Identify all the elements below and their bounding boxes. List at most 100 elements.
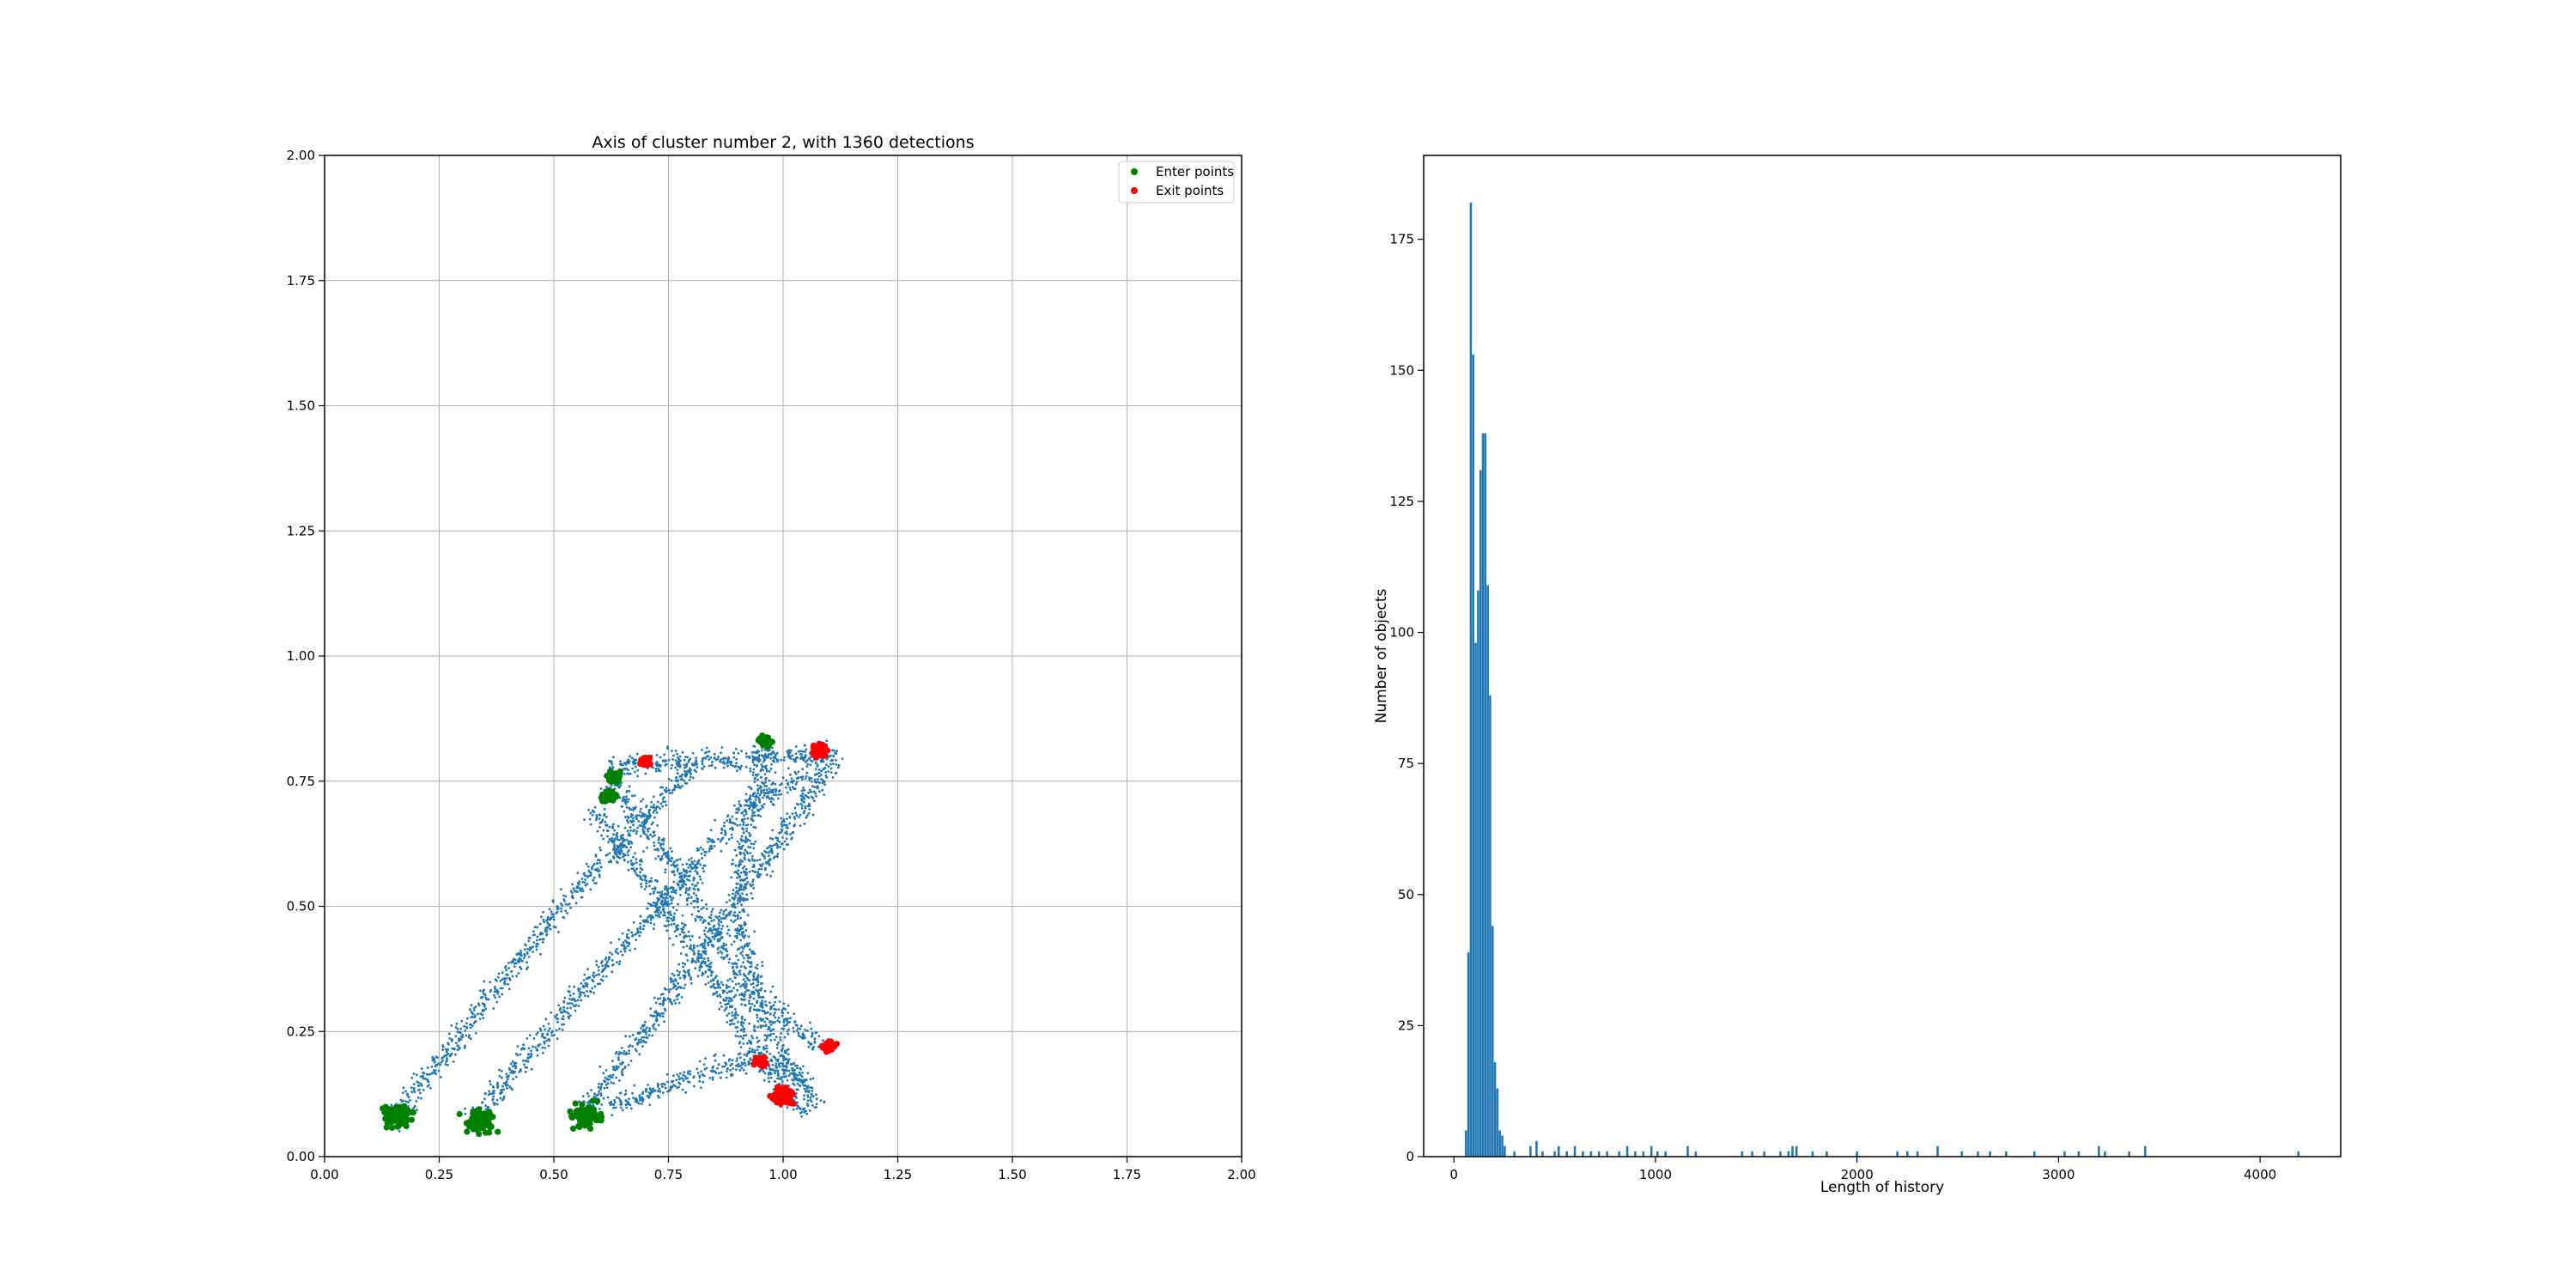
trajectory-point (571, 895, 574, 897)
trajectory-point (799, 813, 802, 817)
trajectory-point (799, 756, 803, 759)
trajectory-point (794, 1076, 798, 1079)
trajectory-point (811, 1086, 814, 1090)
trajectory-point (410, 1086, 413, 1089)
trajectory-point (736, 965, 738, 969)
trajectory-point (634, 770, 636, 774)
trajectory-point (558, 1027, 561, 1030)
trajectory-point (611, 840, 614, 842)
trajectory-point (645, 1033, 647, 1036)
trajectory-point (710, 971, 714, 975)
trajectory-point (632, 855, 635, 859)
trajectory-point (682, 965, 684, 969)
trajectory-point (526, 1057, 530, 1060)
trajectory-point (763, 784, 766, 787)
trajectory-point (807, 791, 810, 794)
exit-point (810, 742, 817, 749)
trajectory-point (813, 778, 817, 781)
trajectory-point (657, 767, 660, 770)
trajectory-point (645, 1026, 648, 1030)
trajectory-point (603, 807, 606, 811)
trajectory-point (768, 854, 770, 858)
trajectory-point (661, 786, 665, 789)
trajectory-point (732, 756, 736, 759)
trajectory-point (638, 1095, 641, 1097)
trajectory-point (568, 990, 571, 993)
trajectory-point (456, 1048, 459, 1052)
trajectory-point (691, 959, 694, 963)
trajectory-point (749, 1010, 751, 1012)
trajectory-point (639, 878, 642, 880)
trajectory-point (756, 975, 759, 978)
trajectory-point (693, 763, 696, 767)
trajectory-point (718, 1072, 720, 1075)
trajectory-point (736, 1030, 739, 1033)
trajectory-point (604, 820, 607, 823)
trajectory-point (527, 939, 531, 943)
trajectory-point (716, 757, 720, 761)
trajectory-point (611, 1114, 614, 1117)
trajectory-point (712, 1065, 714, 1068)
trajectory-point (772, 798, 775, 801)
trajectory-point (756, 1045, 759, 1048)
trajectory-point (780, 793, 782, 796)
trajectory-point (769, 850, 772, 854)
trajectory-point (771, 829, 774, 832)
trajectory-point (759, 975, 762, 979)
trajectory-point (690, 913, 694, 916)
trajectory-point (720, 920, 723, 924)
trajectory-point (677, 872, 681, 875)
trajectory-point (818, 769, 821, 771)
trajectory-point (654, 806, 658, 810)
trajectory-point (636, 929, 639, 933)
trajectory-point (597, 969, 600, 972)
trajectory-point (413, 1104, 416, 1108)
trajectory-point (797, 1034, 800, 1037)
trajectory-point (659, 891, 661, 894)
trajectory-point (672, 754, 675, 757)
trajectory-point (528, 937, 532, 939)
trajectory-point (741, 950, 744, 953)
trajectory-point (799, 775, 802, 779)
trajectory-point (775, 843, 778, 847)
trajectory-point (802, 1108, 805, 1111)
trajectory-point (766, 1036, 769, 1040)
trajectory-point (691, 957, 695, 960)
trajectory-point (454, 1035, 458, 1038)
trajectory-point (753, 1025, 756, 1029)
trajectory-point (442, 1045, 445, 1048)
trajectory-point (704, 927, 708, 929)
trajectory-point (736, 1057, 738, 1060)
trajectory-point (746, 804, 750, 807)
trajectory-point (567, 1015, 570, 1018)
trajectory-point (803, 1087, 806, 1091)
trajectory-point (742, 823, 744, 826)
trajectory-point (666, 911, 670, 914)
trajectory-point (731, 980, 734, 983)
trajectory-point (734, 1034, 738, 1037)
trajectory-point (610, 941, 612, 945)
trajectory-point (708, 1077, 712, 1079)
trajectory-point (651, 904, 653, 907)
trajectory-point (677, 1078, 681, 1081)
trajectory-point (708, 848, 711, 850)
trajectory-point (803, 1097, 805, 1101)
trajectory-point (794, 782, 798, 786)
trajectory-point (733, 1007, 737, 1011)
trajectory-point (609, 951, 611, 954)
trajectory-point (754, 805, 757, 809)
trajectory-point (657, 805, 659, 809)
trajectory-point (806, 1072, 810, 1075)
trajectory-point (748, 1047, 751, 1050)
trajectory-point (720, 751, 722, 755)
trajectory-point (770, 847, 773, 850)
trajectory-point (653, 848, 656, 851)
trajectory-point (536, 1054, 539, 1057)
trajectory-point (803, 744, 806, 747)
trajectory-point (690, 902, 693, 905)
trajectory-point (726, 997, 729, 999)
trajectory-point (620, 1052, 623, 1054)
trajectory-point (562, 1015, 565, 1018)
trajectory-point (724, 1061, 727, 1064)
trajectory-point (430, 1065, 434, 1068)
